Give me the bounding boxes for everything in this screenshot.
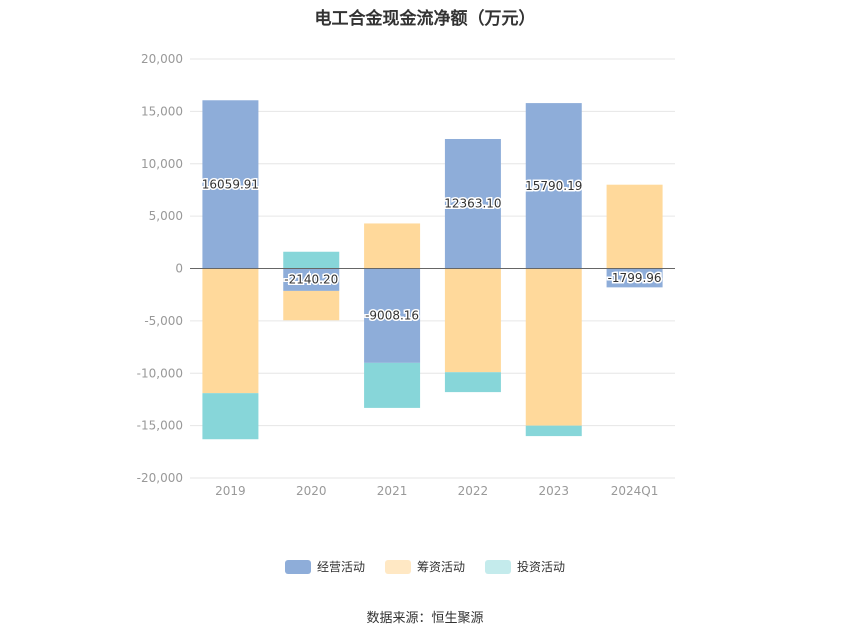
legend-label-financing: 筹资活动 — [416, 560, 465, 574]
legend-swatch-financing — [384, 559, 411, 574]
data-source: 数据来源：恒生聚源 — [366, 611, 484, 626]
bar-financing-2023[interactable] — [525, 268, 582, 426]
y-tick-label: 10,000 — [141, 157, 183, 171]
data-label-2024Q1: -1799.96 — [608, 271, 662, 285]
legend-label-operating: 经营活动 — [316, 560, 365, 574]
data-label-2021: -9008.16 — [365, 309, 419, 323]
x-tick-label: 2019 — [215, 484, 246, 498]
x-tick-label: 2023 — [538, 484, 569, 498]
bar-operating-2022[interactable] — [444, 138, 501, 269]
y-tick-label: 20,000 — [141, 52, 183, 66]
chart-title: 电工合金现金流净额（万元） — [314, 9, 536, 29]
bar-investing-2023[interactable] — [525, 425, 582, 437]
y-tick-label: -20,000 — [137, 471, 183, 485]
legend-label-investing: 投资活动 — [517, 560, 566, 574]
bar-investing-2020[interactable] — [283, 251, 340, 269]
bar-financing-2022[interactable] — [444, 268, 501, 373]
bar-investing-2022[interactable] — [444, 372, 501, 393]
bar-financing-2021[interactable] — [364, 223, 421, 269]
y-tick-label: -5,000 — [144, 314, 183, 328]
y-tick-label: 5,000 — [149, 209, 183, 223]
bar-operating-2019[interactable] — [202, 100, 259, 269]
x-tick-label: 2020 — [296, 484, 327, 498]
data-labels: 16059.91 -2140.20 -9008.16 12363.10 15790.19… — [200, 176, 663, 324]
legend-item-financing[interactable]: 筹资活动 — [384, 558, 465, 575]
x-tick-label: 2022 — [458, 484, 489, 498]
data-label-2023: 15790.19 — [525, 179, 582, 193]
bar-operating-2023[interactable] — [525, 103, 582, 269]
bars — [202, 100, 663, 440]
legend-item-operating[interactable]: 经营活动 — [284, 558, 365, 575]
bar-operating-2020[interactable] — [283, 268, 340, 291]
x-tick-label: 2024Q1 — [611, 484, 659, 498]
grid-lines — [190, 58, 675, 479]
bar-investing-2021[interactable] — [364, 362, 421, 408]
bar-investing-2019[interactable] — [202, 393, 259, 440]
legend-item-investing[interactable]: 投资活动 — [485, 558, 565, 575]
data-label-2019: 16059.91 — [202, 177, 259, 191]
y-tick-label: -10,000 — [137, 366, 183, 380]
bar-operating-2024Q1[interactable] — [606, 268, 663, 288]
axis-labels: 20,000 15,000 10,000 5,000 0 -5,000 -10,000 -15… — [137, 52, 659, 498]
bar-financing-2024Q1[interactable] — [606, 184, 663, 269]
data-label-2022: 12363.10 — [444, 197, 501, 211]
bar-financing-2020[interactable] — [283, 290, 340, 321]
legend: 经营活动 筹资活动 投资活动 — [0, 558, 850, 575]
y-tick-label: 15,000 — [141, 104, 183, 118]
legend-swatch-investing — [485, 559, 511, 574]
bar-operating-2021[interactable] — [364, 268, 421, 363]
legend-swatch-operating — [284, 559, 311, 574]
y-tick-label: -15,000 — [137, 419, 183, 433]
bar-financing-2019[interactable] — [202, 268, 259, 394]
y-tick-label: 0 — [175, 262, 183, 276]
x-tick-label: 2021 — [377, 484, 408, 498]
data-label-2020: -2140.20 — [284, 273, 338, 287]
